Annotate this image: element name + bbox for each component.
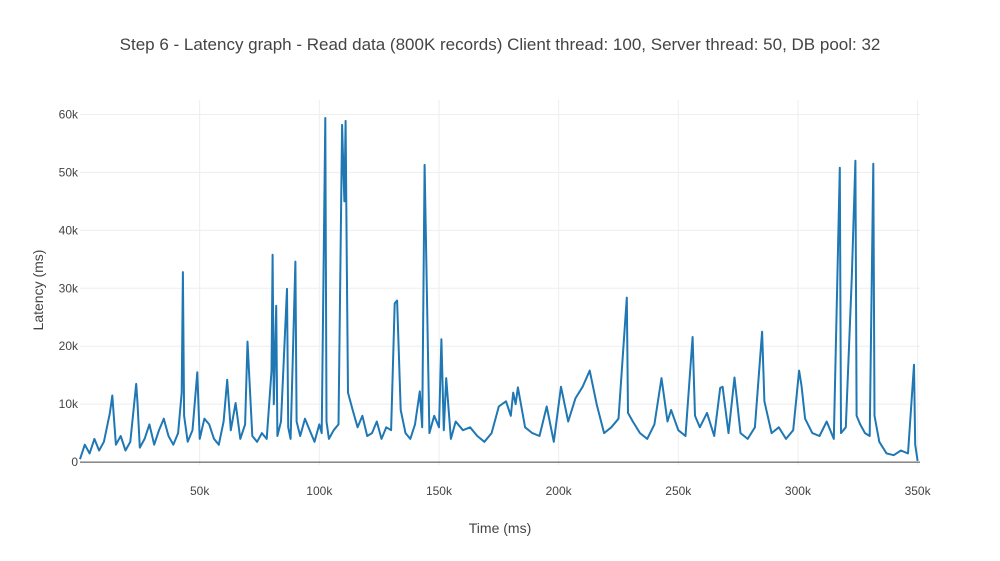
y-axis-title: Latency (ms): [30, 250, 46, 331]
x-tick-label: 150k: [426, 484, 453, 498]
y-tick-label: 40k: [59, 223, 79, 237]
x-axis-ticks: 50k 100k 150k 200k 250k 300k 350k: [190, 484, 932, 498]
y-tick-label: 10k: [59, 397, 79, 411]
y-tick-label: 30k: [59, 281, 79, 295]
series-layer[interactable]: [79, 117, 919, 462]
x-tick-label: 200k: [546, 484, 573, 498]
x-tick-label: 50k: [190, 484, 210, 498]
chart-title: Step 6 - Latency graph - Read data (800K…: [120, 35, 881, 54]
y-tick-label: 20k: [59, 339, 79, 353]
y-axis-ticks: 0 10k 20k 30k 40k 50k 60k: [59, 107, 79, 469]
y-tick-label: 0: [71, 455, 78, 469]
latency-series-line[interactable]: [79, 117, 919, 462]
x-tick-label: 250k: [665, 484, 692, 498]
x-tick-label: 300k: [785, 484, 812, 498]
x-tick-label: 100k: [306, 484, 333, 498]
y-tick-label: 60k: [59, 107, 79, 121]
y-tick-label: 50k: [59, 165, 79, 179]
x-tick-label: 350k: [905, 484, 932, 498]
grid-lines: [80, 100, 920, 465]
x-axis-title: Time (ms): [469, 520, 531, 536]
